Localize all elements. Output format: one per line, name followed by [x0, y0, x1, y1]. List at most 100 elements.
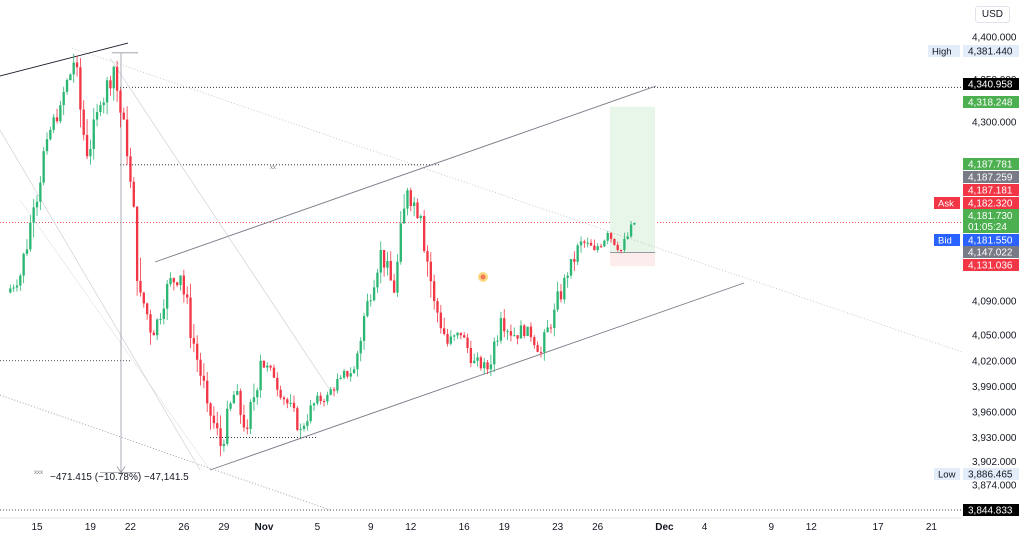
candle-body [399, 223, 402, 262]
tag-4187781-bg [963, 158, 1019, 170]
candle-body [489, 364, 493, 370]
candle-body [559, 291, 563, 300]
candle-body [99, 105, 102, 113]
candle-body [422, 215, 426, 252]
candle-body [105, 80, 109, 103]
candle-body [412, 202, 416, 207]
bottom-level-tag: 3,844.833 [963, 504, 1019, 517]
candle-body [556, 291, 559, 310]
tag-4187259: 4,187.259 [963, 171, 1019, 184]
tag-4187781-price: 4,187.781 [968, 160, 1013, 171]
candle-body [352, 369, 356, 374]
candle-body [563, 277, 566, 300]
candle-body [432, 281, 436, 302]
candle-body [112, 66, 115, 89]
take-profit-tag-price: 4,318.248 [968, 98, 1013, 109]
candle-body [296, 408, 299, 430]
candle-body [316, 395, 319, 404]
dotted-level-tag: 4,340.958 [963, 78, 1019, 91]
descending-dotted-line [71, 47, 963, 353]
price-axis[interactable]: 4,400.0004,350.0004,300.0004,250.0004,09… [928, 33, 1019, 517]
last-price-tag-bg [963, 209, 1019, 233]
candle-body [326, 394, 329, 402]
time-scale-label: 29 [218, 522, 230, 533]
candle-body [152, 332, 155, 336]
time-scale-label: 9 [368, 522, 374, 533]
candle-body [553, 309, 556, 329]
candle-body [12, 287, 15, 289]
candle-body [276, 377, 279, 390]
bid-tag-prefix-bg [934, 234, 960, 246]
candle-body [299, 428, 302, 430]
measure-label: −471.415 (−10.78%) −47,141.5 [50, 472, 189, 483]
candle-body [19, 275, 22, 286]
candle-body [69, 74, 72, 80]
candle-body [589, 242, 593, 246]
candle-body [9, 288, 12, 293]
candle-body [549, 327, 553, 329]
price-scale-label: 4,050.000 [972, 331, 1017, 342]
ask-tag-bg [963, 197, 1019, 209]
time-scale-label: Nov [254, 522, 273, 533]
candle-body [409, 190, 412, 207]
position-loss-zone [610, 252, 655, 267]
candle-body [346, 371, 349, 377]
tag-4187181-bg [963, 184, 1019, 196]
candle-body [609, 232, 613, 239]
candle-body [359, 340, 362, 354]
candle-body [513, 335, 516, 337]
candle-body [526, 326, 529, 336]
candle-body [32, 207, 35, 223]
time-scale-label: Dec [655, 522, 674, 533]
candle-body [79, 67, 82, 110]
candle-body [182, 275, 186, 295]
time-scale-label: 19 [85, 522, 97, 533]
candle-body [219, 428, 222, 446]
time-axis[interactable]: 15 19 22 26 29 Nov 5 9 12 16 19 23 26 Dec 4 9 12 17 21 [0, 517, 962, 533]
candle-body [543, 332, 546, 353]
candle-body [65, 79, 69, 92]
bid-tag-price: 4,181.550 [968, 236, 1013, 247]
candle-body [392, 280, 396, 293]
candle-body [362, 316, 366, 341]
candle-body [189, 297, 192, 339]
candle-body [619, 249, 623, 251]
take-profit-tag-bg [963, 96, 1019, 108]
candle-body [446, 334, 449, 344]
bid-tag-bg [963, 234, 1019, 246]
candle-body [132, 181, 135, 207]
candle-body [586, 242, 589, 244]
candle-body [176, 282, 179, 286]
entry-tag: 4,147.022 [963, 246, 1019, 259]
candle-body [45, 139, 49, 152]
candle-body [39, 182, 42, 202]
tag-4187181-price: 4,187.181 [968, 186, 1013, 197]
stop-loss-tag-price: 4,131.036 [968, 261, 1013, 272]
candle-body [279, 389, 282, 398]
candle-body [616, 244, 619, 250]
price-scale-label: 4,020.000 [972, 356, 1017, 367]
candle-body [593, 245, 596, 250]
candle-body [339, 377, 342, 380]
currency-label[interactable]: USD [974, 6, 1010, 23]
candle-body [366, 301, 369, 317]
fan-line-3 [19, 199, 211, 471]
price-scale-label: 4,400.000 [972, 33, 1017, 44]
candle-body [466, 337, 469, 349]
time-scale-label: 5 [315, 522, 321, 533]
candle-body [209, 403, 212, 416]
candle-body [229, 403, 232, 409]
candle-body [159, 318, 162, 320]
candle-body [269, 365, 272, 368]
candle-body [566, 275, 569, 278]
candle-body [289, 402, 292, 404]
candle-body [469, 348, 473, 364]
candle-body [196, 343, 199, 360]
time-scale-label: 17 [872, 522, 884, 533]
candle-body [129, 156, 132, 182]
candle-body [523, 325, 526, 336]
candle-body [396, 261, 399, 293]
candle-body [292, 402, 296, 409]
